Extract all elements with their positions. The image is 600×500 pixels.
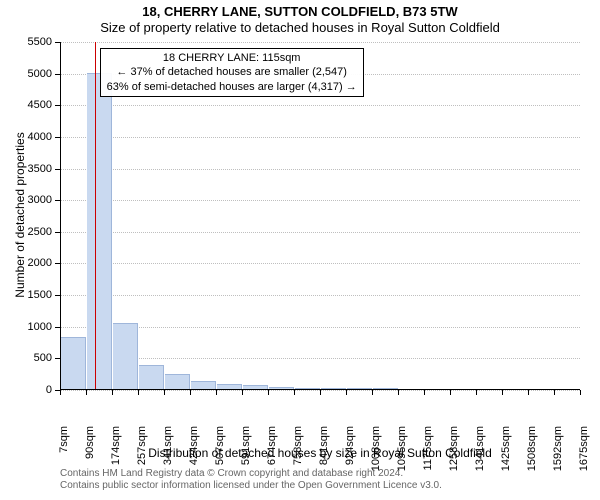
y-tick <box>55 169 60 170</box>
grid-line <box>61 295 580 296</box>
x-tick <box>138 390 139 395</box>
x-tick-label: 1425sqm <box>500 426 512 476</box>
x-tick <box>450 390 451 395</box>
x-tick <box>294 390 295 395</box>
marker-line <box>95 42 96 389</box>
grid-line <box>61 169 580 170</box>
x-tick-label: 924sqm <box>344 426 356 476</box>
y-axis-label: Number of detached properties <box>13 125 27 305</box>
x-tick-label: 1675sqm <box>578 426 590 476</box>
y-tick <box>55 232 60 233</box>
histogram-bar <box>217 384 242 389</box>
x-tick <box>502 390 503 395</box>
grid-line <box>61 327 580 328</box>
grid-line <box>61 232 580 233</box>
x-tick-label: 841sqm <box>318 426 330 476</box>
x-tick-label: 90sqm <box>84 426 96 476</box>
y-tick <box>55 263 60 264</box>
y-tick <box>55 295 60 296</box>
x-tick <box>190 390 191 395</box>
x-tick-label: 1258sqm <box>448 426 460 476</box>
x-tick <box>346 390 347 395</box>
x-tick-label: 7sqm <box>58 426 70 476</box>
x-tick-label: 1508sqm <box>526 426 538 476</box>
x-tick <box>60 390 61 395</box>
y-tick <box>55 74 60 75</box>
grid-line <box>61 137 580 138</box>
y-tick-label: 4500 <box>0 99 52 111</box>
x-tick <box>476 390 477 395</box>
x-tick <box>580 390 581 395</box>
histogram-bar <box>373 388 398 389</box>
x-tick <box>528 390 529 395</box>
grid-line <box>61 105 580 106</box>
x-tick <box>398 390 399 395</box>
chart-subtitle: Size of property relative to detached ho… <box>0 20 600 35</box>
y-tick-label: 5000 <box>0 68 52 80</box>
x-tick <box>554 390 555 395</box>
histogram-bar <box>139 365 164 389</box>
annotation-line: 63% of semi-detached houses are larger (… <box>107 80 357 94</box>
x-tick-label: 507sqm <box>214 426 226 476</box>
histogram-bar <box>269 387 294 389</box>
x-tick-label: 1095sqm <box>396 426 408 476</box>
y-tick <box>55 358 60 359</box>
y-tick-label: 1000 <box>0 321 52 333</box>
y-tick <box>55 42 60 43</box>
x-tick <box>112 390 113 395</box>
x-tick-label: 1175sqm <box>422 426 434 476</box>
x-tick-label: 1008sqm <box>370 426 382 476</box>
histogram-bar <box>165 374 190 389</box>
y-tick-label: 2000 <box>0 257 52 269</box>
y-tick <box>55 327 60 328</box>
x-tick-label: 758sqm <box>292 426 304 476</box>
x-tick <box>424 390 425 395</box>
y-tick-label: 0 <box>0 384 52 396</box>
histogram-bar <box>347 388 372 389</box>
histogram-bar <box>113 323 138 389</box>
grid-line <box>61 358 580 359</box>
y-tick-label: 3500 <box>0 163 52 175</box>
x-tick <box>242 390 243 395</box>
histogram-bar <box>87 73 112 389</box>
histogram-bar <box>321 388 346 389</box>
histogram-bar <box>191 381 216 389</box>
x-tick-label: 257sqm <box>136 426 148 476</box>
grid-line <box>61 42 580 43</box>
x-tick-label: 674sqm <box>266 426 278 476</box>
license-line-2: Contains public sector information licen… <box>60 480 442 491</box>
x-tick-label: 1341sqm <box>474 426 486 476</box>
y-tick <box>55 200 60 201</box>
chart-container: { "titles": { "line1": "18, CHERRY LANE,… <box>0 0 600 500</box>
histogram-bar <box>243 385 268 389</box>
chart-title: 18, CHERRY LANE, SUTTON COLDFIELD, B73 5… <box>0 4 600 19</box>
y-tick-label: 4000 <box>0 131 52 143</box>
histogram-bar <box>61 337 86 389</box>
x-tick <box>320 390 321 395</box>
histogram-bar <box>295 388 320 389</box>
y-tick-label: 500 <box>0 352 52 364</box>
x-tick <box>216 390 217 395</box>
annotation-box: 18 CHERRY LANE: 115sqm← 37% of detached … <box>100 48 364 97</box>
grid-line <box>61 200 580 201</box>
x-tick-label: 174sqm <box>110 426 122 476</box>
x-tick-label: 1592sqm <box>552 426 564 476</box>
x-tick <box>268 390 269 395</box>
y-tick-label: 1500 <box>0 289 52 301</box>
y-tick <box>55 105 60 106</box>
annotation-line: ← 37% of detached houses are smaller (2,… <box>107 65 357 79</box>
grid-line <box>61 263 580 264</box>
y-tick-label: 2500 <box>0 226 52 238</box>
x-tick-label: 591sqm <box>240 426 252 476</box>
y-tick-label: 5500 <box>0 36 52 48</box>
x-tick-label: 341sqm <box>162 426 174 476</box>
x-tick-label: 424sqm <box>188 426 200 476</box>
x-tick <box>86 390 87 395</box>
x-tick <box>372 390 373 395</box>
y-tick-label: 3000 <box>0 194 52 206</box>
annotation-line: 18 CHERRY LANE: 115sqm <box>107 51 357 65</box>
x-tick <box>164 390 165 395</box>
y-tick <box>55 137 60 138</box>
